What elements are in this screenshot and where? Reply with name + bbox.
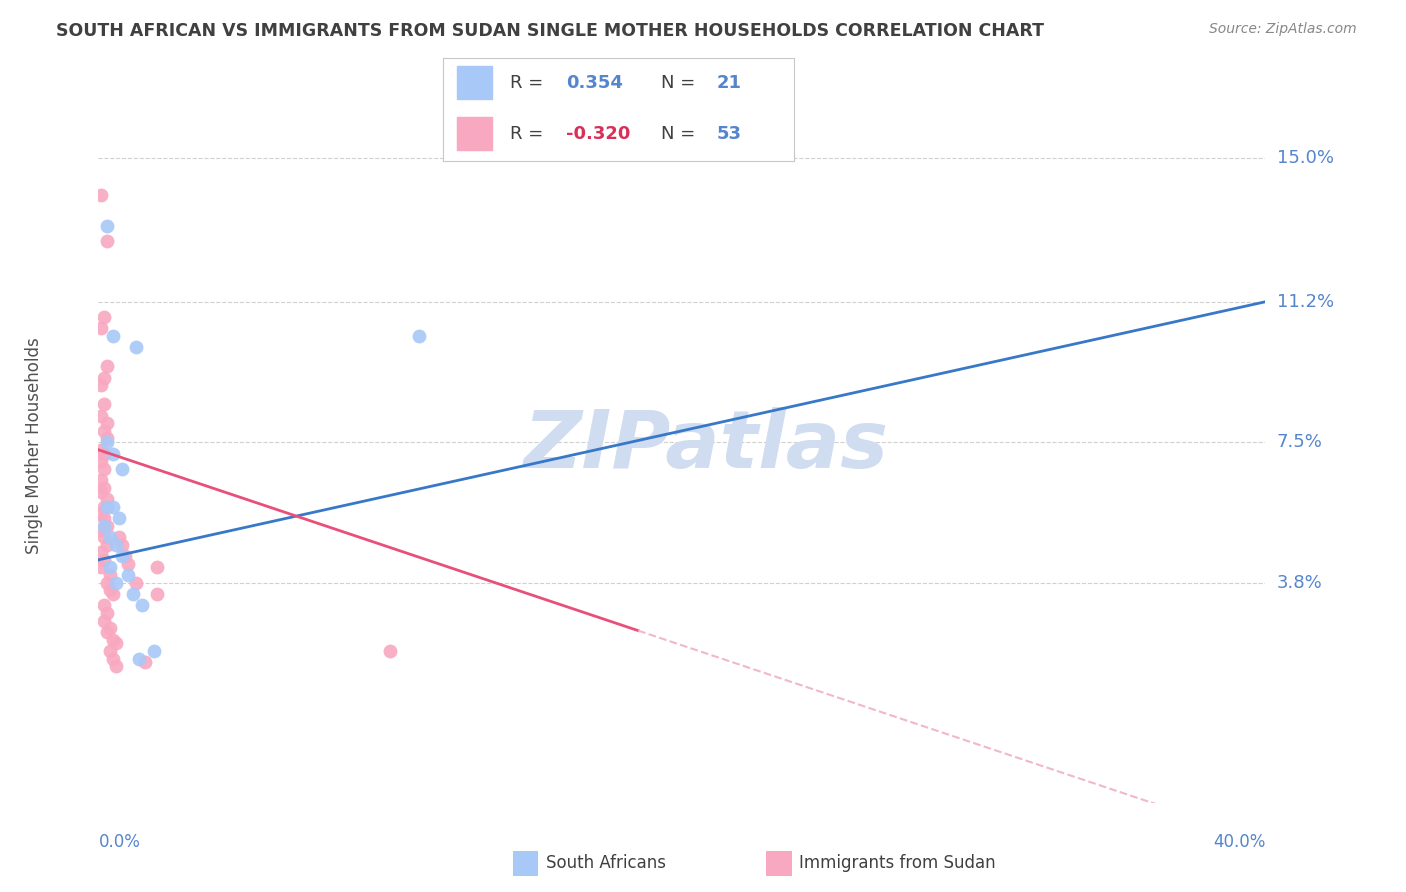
- Text: Immigrants from Sudan: Immigrants from Sudan: [799, 855, 995, 872]
- Point: [96, 518, 118, 533]
- Point: [96, 234, 118, 248]
- Point: [128, 651, 150, 665]
- Point: [98, 644, 121, 658]
- Bar: [457, 118, 492, 150]
- Point: [93, 481, 115, 495]
- Point: [96, 538, 118, 552]
- Point: [90, 523, 112, 537]
- Point: [98, 568, 121, 582]
- Point: [111, 549, 134, 563]
- Point: [90, 545, 112, 559]
- Text: SOUTH AFRICAN VS IMMIGRANTS FROM SUDAN SINGLE MOTHER HOUSEHOLDS CORRELATION CHAR: SOUTH AFRICAN VS IMMIGRANTS FROM SUDAN S…: [56, 22, 1045, 40]
- Point: [98, 560, 121, 574]
- Point: [90, 484, 112, 499]
- Point: [134, 656, 156, 670]
- Point: [96, 625, 118, 640]
- Text: 21: 21: [717, 74, 742, 92]
- Text: ZIPatlas: ZIPatlas: [523, 407, 887, 485]
- Point: [90, 321, 112, 335]
- Point: [114, 549, 136, 563]
- Text: R =: R =: [509, 125, 543, 143]
- Text: 0.0%: 0.0%: [98, 833, 141, 851]
- Text: Single Mother Households: Single Mother Households: [25, 338, 44, 554]
- Point: [101, 447, 124, 461]
- Text: 53: 53: [717, 125, 742, 143]
- Point: [98, 530, 121, 544]
- Point: [104, 538, 127, 552]
- Text: 3.8%: 3.8%: [1277, 574, 1322, 591]
- Point: [93, 370, 115, 384]
- Point: [93, 447, 115, 461]
- Point: [117, 568, 139, 582]
- Point: [96, 431, 118, 445]
- Text: -0.320: -0.320: [565, 125, 630, 143]
- Point: [90, 508, 112, 522]
- Point: [101, 500, 124, 514]
- Point: [96, 416, 118, 430]
- Point: [146, 587, 169, 601]
- Point: [101, 329, 124, 343]
- Text: N =: N =: [661, 125, 695, 143]
- Point: [90, 442, 112, 457]
- Point: [101, 632, 124, 647]
- Text: R =: R =: [509, 74, 543, 92]
- Text: Source: ZipAtlas.com: Source: ZipAtlas.com: [1209, 22, 1357, 37]
- Point: [93, 518, 115, 533]
- Point: [117, 557, 139, 571]
- Point: [108, 511, 131, 525]
- Point: [90, 473, 112, 487]
- Point: [142, 644, 165, 658]
- Point: [93, 599, 115, 613]
- Point: [90, 454, 112, 468]
- Point: [96, 500, 118, 514]
- Text: 40.0%: 40.0%: [1213, 833, 1265, 851]
- Point: [93, 424, 115, 438]
- Point: [378, 644, 402, 658]
- Text: 7.5%: 7.5%: [1277, 434, 1323, 451]
- Point: [408, 329, 430, 343]
- Point: [122, 587, 145, 601]
- Point: [104, 636, 127, 650]
- Point: [98, 583, 121, 598]
- Bar: [457, 66, 492, 99]
- Point: [125, 340, 148, 354]
- Point: [146, 560, 169, 574]
- Point: [101, 587, 124, 601]
- Point: [111, 462, 134, 476]
- Point: [96, 575, 118, 590]
- Point: [96, 435, 118, 450]
- Text: 0.354: 0.354: [565, 74, 623, 92]
- Point: [90, 378, 112, 392]
- Text: 15.0%: 15.0%: [1277, 149, 1333, 167]
- Text: N =: N =: [661, 74, 695, 92]
- Point: [93, 397, 115, 411]
- Point: [96, 359, 118, 374]
- Point: [108, 530, 131, 544]
- Point: [98, 621, 121, 635]
- Point: [93, 553, 115, 567]
- Point: [93, 500, 115, 514]
- Point: [93, 614, 115, 628]
- Point: [96, 606, 118, 620]
- Point: [93, 310, 115, 324]
- Point: [96, 219, 118, 233]
- Point: [125, 575, 148, 590]
- Point: [90, 560, 112, 574]
- Point: [93, 462, 115, 476]
- Text: 11.2%: 11.2%: [1277, 293, 1334, 310]
- Point: [101, 651, 124, 665]
- Point: [90, 188, 112, 202]
- Point: [96, 492, 118, 507]
- Point: [90, 409, 112, 423]
- Point: [111, 538, 134, 552]
- Point: [93, 530, 115, 544]
- Point: [104, 659, 127, 673]
- Point: [104, 575, 127, 590]
- Text: South Africans: South Africans: [546, 855, 665, 872]
- Point: [93, 511, 115, 525]
- Point: [131, 599, 153, 613]
